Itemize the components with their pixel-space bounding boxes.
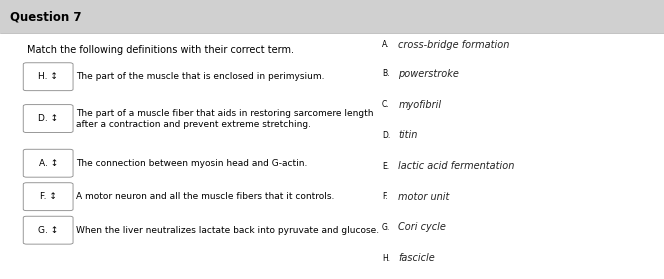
FancyBboxPatch shape (23, 105, 73, 133)
Text: G. ↕: G. ↕ (38, 226, 58, 235)
FancyBboxPatch shape (23, 63, 73, 91)
Text: D. ↕: D. ↕ (38, 114, 58, 123)
FancyBboxPatch shape (0, 0, 664, 33)
Text: lactic acid fermentation: lactic acid fermentation (398, 161, 515, 171)
Text: A motor neuron and all the muscle fibers that it controls.: A motor neuron and all the muscle fibers… (76, 192, 335, 201)
Text: D.: D. (382, 131, 390, 140)
Text: The connection between myosin head and G-actin.: The connection between myosin head and G… (76, 159, 307, 168)
Text: fascicle: fascicle (398, 253, 435, 263)
Text: F. ↕: F. ↕ (40, 192, 56, 201)
Text: G.: G. (382, 223, 390, 232)
Text: A. ↕: A. ↕ (39, 159, 58, 168)
Text: cross-bridge formation: cross-bridge formation (398, 40, 510, 50)
Text: Match the following definitions with their correct term.: Match the following definitions with the… (27, 45, 293, 55)
Text: H.: H. (382, 254, 390, 263)
Text: C.: C. (382, 100, 389, 109)
Text: E.: E. (382, 162, 389, 170)
Text: Cori cycle: Cori cycle (398, 222, 446, 232)
Text: myofibril: myofibril (398, 100, 442, 110)
FancyBboxPatch shape (23, 216, 73, 244)
Text: The part of the muscle that is enclosed in perimysium.: The part of the muscle that is enclosed … (76, 72, 325, 81)
Text: B.: B. (382, 69, 389, 78)
Text: A.: A. (382, 40, 389, 49)
Text: H. ↕: H. ↕ (39, 72, 58, 81)
FancyBboxPatch shape (23, 149, 73, 177)
Text: powerstroke: powerstroke (398, 69, 459, 79)
Text: titin: titin (398, 130, 418, 140)
Text: The part of a muscle fiber that aids in restoring sarcomere length
after a contr: The part of a muscle fiber that aids in … (76, 109, 374, 129)
Text: When the liver neutralizes lactate back into pyruvate and glucose.: When the liver neutralizes lactate back … (76, 226, 380, 235)
Text: Question 7: Question 7 (10, 10, 82, 23)
FancyBboxPatch shape (23, 183, 73, 211)
Text: motor unit: motor unit (398, 192, 450, 202)
Text: F.: F. (382, 192, 387, 201)
